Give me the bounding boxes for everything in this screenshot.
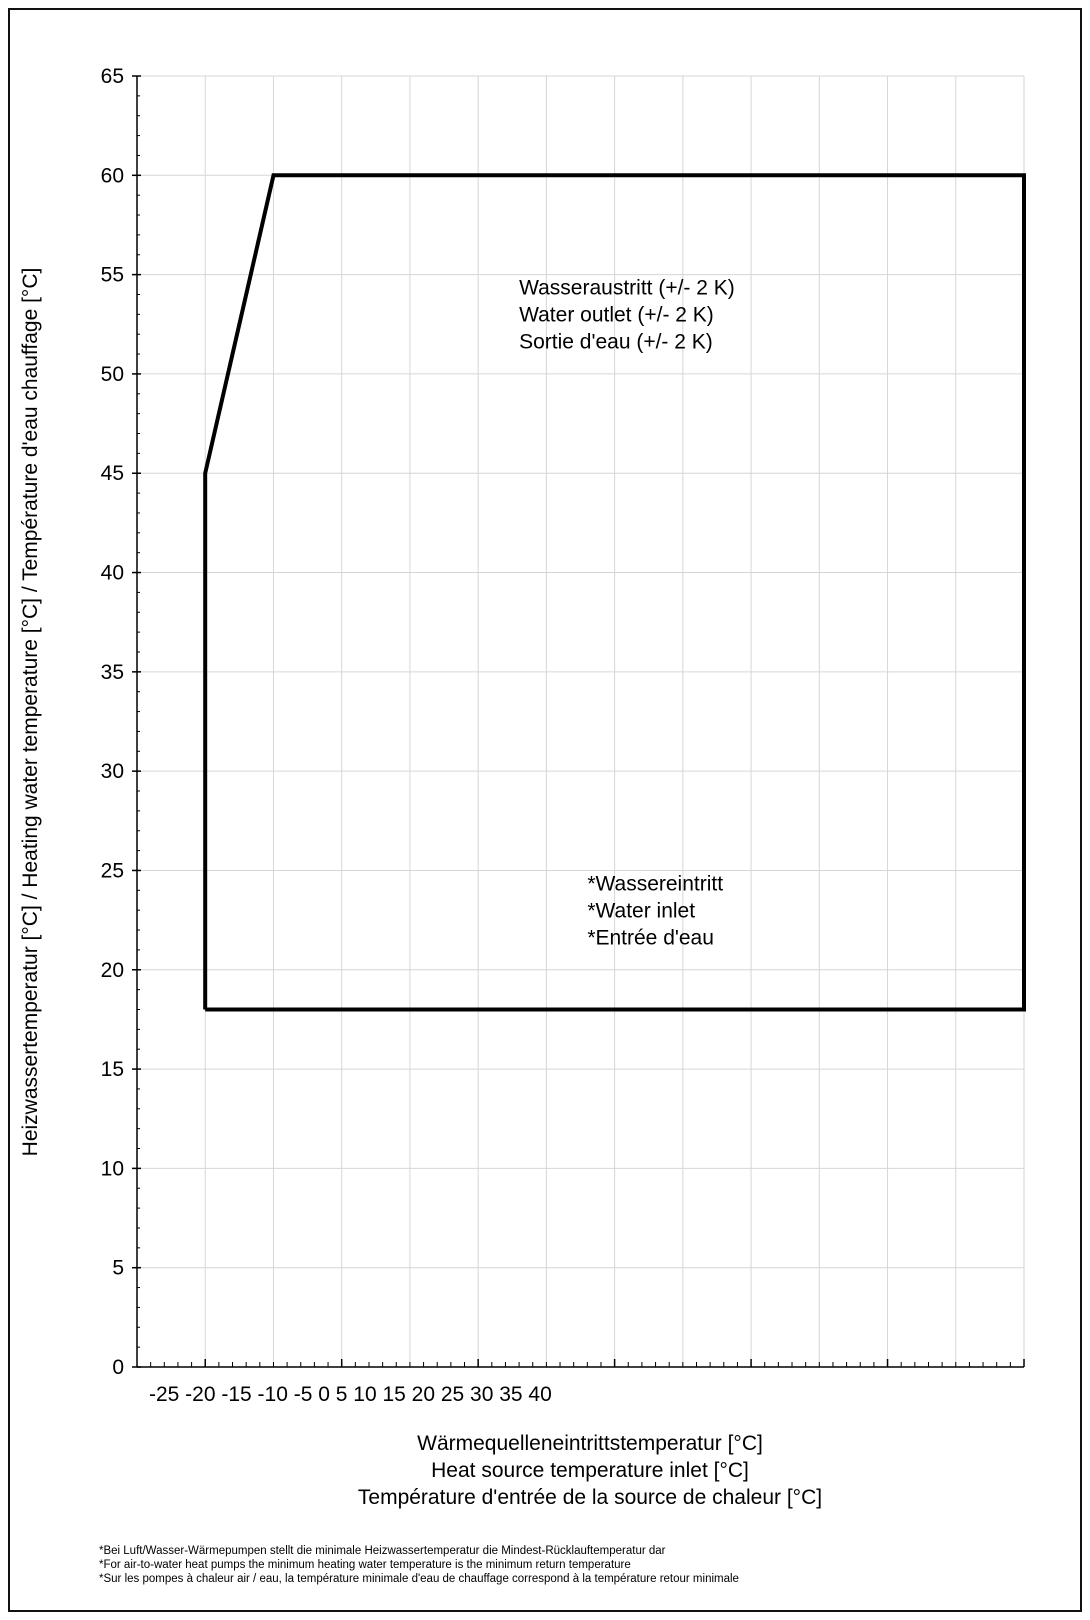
y-tick-label: 35 <box>101 661 124 684</box>
y-tick-label: 25 <box>101 859 124 882</box>
y-tick-label: 0 <box>112 1356 124 1379</box>
y-tick-label: 30 <box>101 760 124 783</box>
y-tick-label: 20 <box>101 959 124 982</box>
chart-frame <box>8 8 1082 1612</box>
y-tick-label: 15 <box>101 1058 124 1081</box>
x-axis-titles: Wärmequelleneintrittstemperatur [°C] Hea… <box>140 1430 1040 1511</box>
water-inlet-label-line: *Entrée d'eau <box>587 926 714 949</box>
footnote-en: *For air-to-water heat pumps the minimum… <box>99 1559 631 1571</box>
y-axis-title-container: Heizwassertemperatur [°C] / Heating wate… <box>14 162 48 1262</box>
footnote-de: *Bei Luft/Wasser-Wärmepumpen stellt die … <box>99 1545 666 1557</box>
y-tick-label: 60 <box>101 164 124 187</box>
y-tick-label: 50 <box>101 363 124 386</box>
y-tick-label: 10 <box>101 1157 124 1180</box>
footnotes: *Bei Luft/Wasser-Wärmepumpen stellt die … <box>99 1544 739 1586</box>
y-axis-title: Heizwassertemperatur [°C] / Heating wate… <box>19 267 42 1157</box>
operating-envelope-line <box>203 173 1026 1012</box>
x-tick-labels: -25 -20 -15 -10 -5 0 5 10 15 20 25 30 35… <box>149 1383 552 1406</box>
x-axis-title-fr: Température d'entrée de la source de cha… <box>357 1486 823 1509</box>
y-tick-label: 65 <box>101 65 124 88</box>
water-inlet-label-line: *Water inlet <box>587 899 695 922</box>
x-axis-title-de: Wärmequelleneintrittstemperatur [°C] <box>417 1432 763 1455</box>
y-tick-label: 55 <box>101 264 124 287</box>
y-tick-label: 40 <box>101 562 124 585</box>
footnote-fr: *Sur les pompes à chaleur air / eau, la … <box>99 1573 739 1585</box>
y-tick-label: 5 <box>112 1257 124 1280</box>
water-outlet-label-line: Wasseraustritt (+/- 2 K) <box>519 276 735 299</box>
y-tick-label: 45 <box>101 462 124 485</box>
water-inlet-label-line: *Wassereintritt <box>587 872 723 895</box>
water-outlet-label-line: Sortie d'eau (+/- 2 K) <box>519 330 713 353</box>
x-axis-title-en: Heat source temperature inlet [°C] <box>431 1459 749 1482</box>
water-outlet-label-line: Water outlet (+/- 2 K) <box>519 303 714 326</box>
